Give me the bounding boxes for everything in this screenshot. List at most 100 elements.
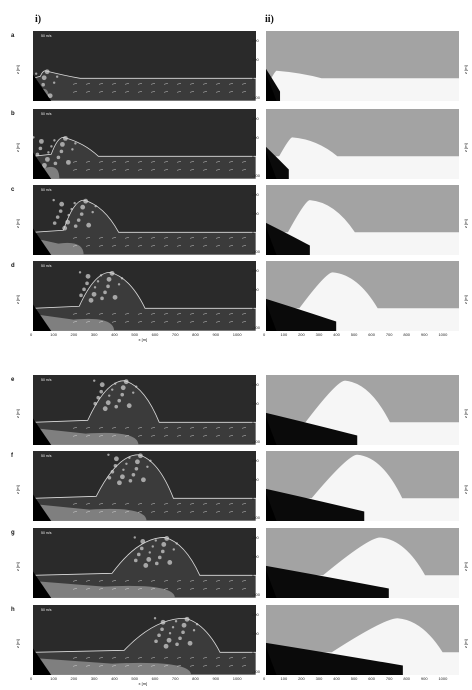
z-tick-label: 100 — [252, 287, 259, 293]
z-axis-label: z [m] — [15, 143, 20, 152]
z-axis-label: z [m] — [463, 295, 468, 304]
x-tick-label-right: 200 — [298, 332, 305, 337]
z-tick-label: 0 — [252, 76, 255, 82]
x-tick-label-left: 800 — [192, 332, 199, 337]
z-tick-label: -100 — [252, 669, 261, 675]
z-axis-label: z [m] — [463, 219, 468, 228]
z-tick-label: -100 — [252, 95, 261, 101]
x-tick-label-right: 1000 — [438, 676, 448, 681]
panel-f-phase-view — [266, 451, 459, 521]
z-tick-label: -100 — [252, 439, 261, 445]
z-axis-label: z [m] — [15, 409, 20, 418]
z-tick-label: -100 — [252, 249, 261, 255]
x-tick-label-left: 0 — [30, 332, 33, 337]
x-tick-label-right: 800 — [403, 676, 411, 681]
panel-h-simulation-view — [33, 605, 256, 675]
x-axis-label: x [m] — [138, 681, 148, 686]
panel-letter-a: a — [11, 33, 15, 39]
z-tick-label: 200 — [252, 116, 259, 122]
x-tick-label-left: 500 — [131, 676, 139, 681]
panel-b-simulation-view — [33, 109, 256, 179]
z-tick-label: 0 — [252, 650, 255, 656]
x-tick-label-left: 1000 — [232, 676, 242, 681]
panel-b-phase-view — [266, 109, 459, 179]
panel-d-phase-view — [266, 261, 459, 331]
x-tick-label-right: 900 — [420, 676, 428, 681]
z-tick-label: 0 — [252, 154, 255, 160]
z-axis-label: z [m] — [463, 143, 468, 152]
scale-arrow-label: 50 m/s — [41, 34, 52, 38]
x-tick-label-left: 500 — [131, 332, 139, 337]
z-tick-label: 100 — [252, 211, 259, 217]
x-tick-label-right: 800 — [403, 332, 411, 337]
panel-letter-g: g — [11, 530, 15, 536]
x-tick-label-right: 100 — [280, 676, 288, 681]
x-tick-label-right: 700 — [385, 676, 393, 681]
panel-letter-b: b — [11, 111, 15, 117]
panel-letter-h: h — [11, 607, 15, 613]
z-tick-label: 200 — [252, 458, 259, 464]
z-axis-label: z [m] — [15, 65, 20, 74]
x-tick-label-left: 100 — [50, 332, 57, 337]
x-tick-label-left: 900 — [212, 332, 220, 337]
x-tick-label-right: 500 — [350, 332, 358, 337]
x-tick-label-right: 400 — [333, 332, 340, 337]
panel-e-simulation-view — [33, 375, 256, 445]
x-tick-label-left: 1000 — [232, 332, 242, 337]
panel-letter-f: f — [11, 453, 13, 459]
z-axis-label: z [m] — [463, 65, 468, 74]
panel-e-phase-view — [266, 375, 459, 445]
x-tick-label-right: 500 — [350, 676, 358, 681]
column-label-ii: ii) — [265, 14, 274, 25]
z-tick-label: -100 — [252, 173, 261, 179]
z-tick-label: 100 — [252, 135, 259, 141]
z-tick-label: -100 — [252, 515, 261, 521]
z-tick-label: 100 — [252, 477, 259, 483]
panel-c-simulation-view — [33, 185, 256, 255]
column-label-i: i) — [35, 14, 42, 25]
z-tick-label: 0 — [252, 573, 255, 579]
z-tick-label: -100 — [252, 592, 261, 598]
z-tick-label: 200 — [252, 192, 259, 198]
z-axis-label: z [m] — [15, 562, 20, 571]
z-tick-label: 200 — [252, 612, 259, 618]
x-tick-label-right: 400 — [333, 676, 340, 681]
z-axis-label: z [m] — [463, 562, 468, 571]
panel-letter-d: d — [11, 263, 15, 269]
x-tick-label-left: 600 — [151, 676, 159, 681]
x-tick-label-left: 700 — [171, 676, 179, 681]
z-tick-label: 100 — [252, 401, 259, 407]
x-tick-label-left: 200 — [70, 332, 78, 337]
z-tick-label: 0 — [252, 306, 255, 312]
x-tick-label-right: 0 — [263, 676, 266, 681]
x-tick-label-right: 600 — [368, 332, 375, 337]
z-axis-label: z [m] — [15, 219, 20, 228]
x-tick-label-right: 900 — [420, 332, 428, 337]
x-tick-label-left: 600 — [151, 332, 159, 337]
x-tick-label-left: 700 — [171, 332, 179, 337]
panel-f-simulation-view — [33, 451, 256, 521]
x-tick-label-left: 200 — [70, 676, 78, 681]
x-tick-label-left: 100 — [50, 676, 57, 681]
z-tick-label: 200 — [252, 382, 259, 388]
x-tick-label-right: 1000 — [438, 332, 448, 337]
z-tick-label: 200 — [252, 38, 259, 44]
z-tick-label: 0 — [252, 230, 255, 236]
z-axis-label: z [m] — [463, 485, 468, 494]
z-tick-label: 100 — [252, 57, 259, 63]
x-tick-label-right: 600 — [368, 676, 375, 681]
x-tick-label-right: 200 — [298, 676, 305, 681]
x-tick-label-left: 900 — [212, 676, 220, 681]
scale-arrow-label: 50 m/s — [41, 112, 52, 116]
scale-arrow-label: 50 m/s — [41, 608, 52, 612]
panel-letter-e: e — [11, 377, 15, 383]
scale-arrow-label: 50 m/s — [41, 454, 52, 458]
panel-d-simulation-view — [33, 261, 256, 331]
panel-letter-c: c — [11, 187, 15, 193]
scale-arrow-label: 50 m/s — [41, 188, 52, 192]
x-tick-label-left: 300 — [90, 332, 98, 337]
scale-arrow-label: 50 m/s — [41, 378, 52, 382]
x-tick-label-right: 300 — [315, 676, 323, 681]
panel-c-phase-view — [266, 185, 459, 255]
panel-a-phase-view — [266, 31, 459, 101]
